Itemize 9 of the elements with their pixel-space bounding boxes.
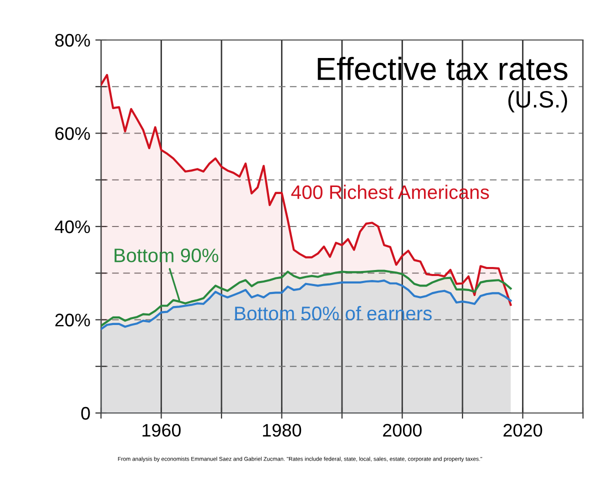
y-tick-label: 40% (54, 220, 90, 234)
x-tick-label: 2000 (383, 424, 422, 437)
x-tick-label: 1960 (142, 424, 181, 437)
y-tick-label: 60% (55, 127, 90, 140)
x-tick-label: 2020 (504, 424, 542, 437)
y-tick-label: 0 (81, 406, 90, 420)
y-tick-label: 80% (55, 34, 90, 47)
y-tick-label: 20% (55, 314, 90, 326)
x-tick-label: 1980 (263, 424, 302, 437)
